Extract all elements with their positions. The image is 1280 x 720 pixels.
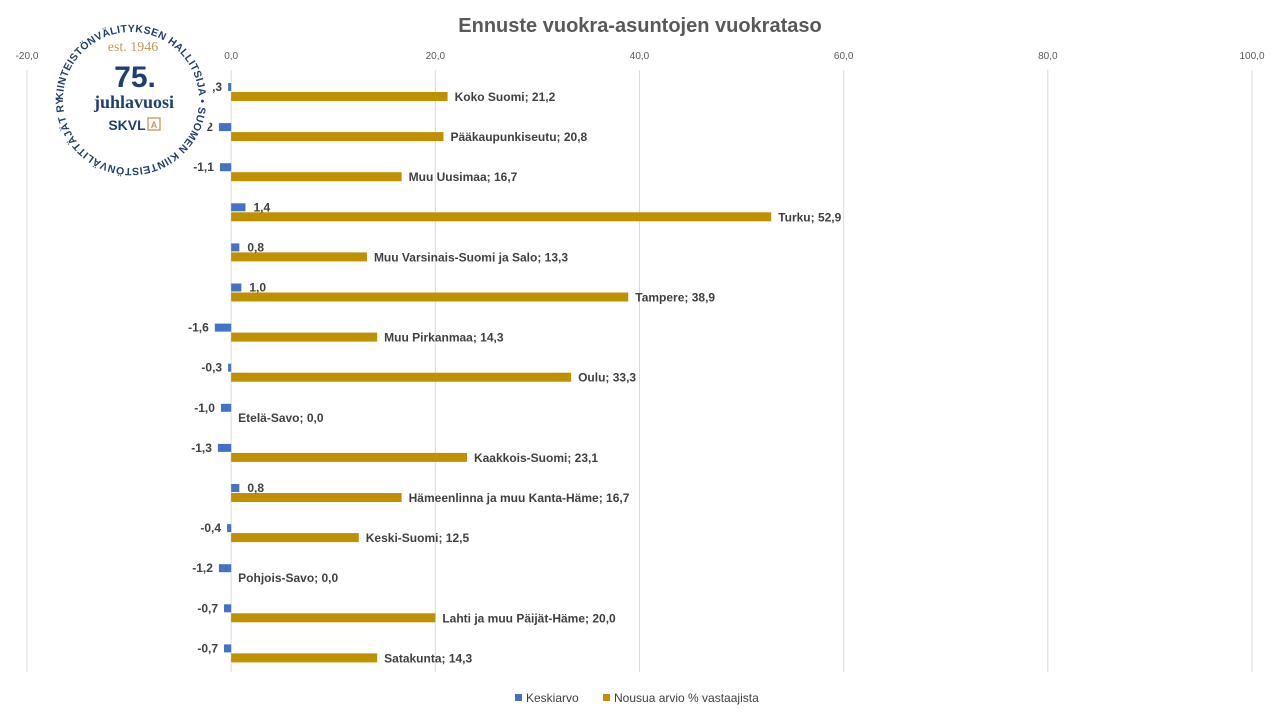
bar-keskiarvo — [228, 83, 232, 91]
data-label-keskiarvo: -0,3 — [201, 361, 222, 375]
data-label-keskiarvo: 0,8 — [247, 481, 264, 495]
bar-nousua — [231, 332, 378, 342]
data-label-keskiarvo: -1,0 — [194, 401, 215, 415]
data-label-nousua: Tampere; 38,9 — [635, 291, 715, 305]
bar-keskiarvo — [228, 363, 232, 372]
logo-brand-mark: A — [151, 120, 158, 130]
x-tick-label: 20,0 — [426, 51, 446, 62]
x-axis-ticks: -20,0 0,0 20,0 40,0 60,0 80,0 100,0 — [16, 51, 1265, 62]
data-label-nousua: Pohjois-Savo; 0,0 — [238, 571, 338, 585]
data-label-nousua: Oulu; 33,3 — [578, 371, 636, 385]
chart-title: Ennuste vuokra-asuntojen vuokrataso — [458, 15, 821, 37]
data-label-nousua: Turku; 52,9 — [778, 210, 841, 224]
bar-keskiarvo — [231, 203, 246, 212]
data-label-nousua: Koko Suomi; 21,2 — [455, 90, 556, 104]
bar-keskiarvo — [231, 243, 240, 252]
data-label-keskiarvo: 0,8 — [247, 240, 264, 254]
x-tick-label: 40,0 — [630, 51, 650, 62]
data-label-nousua: Muu Uusimaa; 16,7 — [409, 170, 518, 184]
bar-keskiarvo — [224, 644, 232, 653]
data-label-nousua: Lahti ja muu Päijät-Häme; 20,0 — [442, 611, 616, 625]
legend-swatch-nousua — [603, 694, 610, 701]
bar-nousua — [231, 292, 629, 302]
x-tick-label: 80,0 — [1038, 51, 1058, 62]
bar-keskiarvo — [231, 484, 240, 492]
data-label-nousua: Satakunta; 14,3 — [384, 651, 472, 665]
bar-nousua — [231, 92, 448, 101]
bar-keskiarvo — [220, 403, 232, 412]
bar-keskiarvo — [227, 524, 232, 533]
logo-number: 75. — [114, 61, 156, 94]
bar-keskiarvo — [218, 123, 232, 132]
legend-label-nousua: Nousua arvio % vastaajista — [614, 691, 759, 705]
x-tick-label: 60,0 — [834, 51, 854, 62]
data-label-nousua: Hämeenlinna ja muu Kanta-Häme; 16,7 — [409, 491, 630, 505]
bar-nousua — [231, 653, 378, 663]
bar-nousua — [231, 172, 402, 182]
data-label-keskiarvo: -0,7 — [197, 601, 218, 615]
bars — [214, 83, 772, 663]
x-tick-label: -20,0 — [16, 51, 39, 62]
data-label-nousua: Kaakkois-Suomi; 23,1 — [474, 451, 598, 465]
data-label-nousua: Keski-Suomi; 12,5 — [366, 531, 470, 545]
data-label-keskiarvo: 1,4 — [253, 200, 270, 214]
bar-nousua — [231, 132, 444, 142]
logo-est: est. 1946 — [108, 40, 159, 55]
data-label-keskiarvo: -1,1 — [193, 160, 214, 174]
bar-nousua — [231, 212, 772, 222]
data-label-nousua: Pääkaupunkiseutu; 20,8 — [451, 130, 588, 144]
bar-keskiarvo — [218, 564, 232, 573]
bar-keskiarvo — [231, 283, 242, 292]
bar-nousua — [231, 613, 436, 623]
bar-keskiarvo — [219, 163, 232, 172]
legend-swatch-keskiarvo — [515, 694, 522, 701]
data-label-keskiarvo: -1,2 — [192, 561, 213, 575]
bar-keskiarvo — [214, 323, 232, 332]
data-label-keskiarvo: -1,6 — [188, 321, 209, 335]
x-tick-label: 100,0 — [1239, 51, 1264, 62]
bar-nousua — [231, 493, 402, 502]
logo-brand: SKVL — [108, 117, 146, 133]
logo-brand-mark-box — [147, 117, 161, 131]
legend-label-keskiarvo: Keskiarvo — [526, 691, 579, 705]
data-label-keskiarvo: -0,7 — [197, 641, 218, 655]
bar-nousua — [231, 533, 359, 543]
data-label-keskiarvo: 1,0 — [249, 281, 266, 295]
bar-nousua — [231, 452, 467, 462]
logo-word: juhlavuosi — [93, 92, 174, 112]
bar-keskiarvo — [224, 604, 232, 613]
data-label-nousua: Muu Varsinais-Suomi ja Salo; 13,3 — [374, 250, 568, 264]
bar-nousua — [231, 372, 572, 382]
x-tick-label: 0,0 — [224, 51, 238, 62]
data-label-nousua: Muu Pirkanmaa; 14,3 — [384, 331, 504, 345]
data-label-nousua: Etelä-Savo; 0,0 — [238, 411, 324, 425]
skvl-75-logo: KIINTEISTÖNVÄLITYKSEN HALLITSIJA • SUOME… — [0, 0, 213, 182]
legend: Keskiarvo Nousua arvio % vastaajista — [515, 691, 759, 705]
data-label-keskiarvo: -1,3 — [191, 441, 212, 455]
data-label-keskiarvo: ,3 — [212, 80, 222, 94]
bar-keskiarvo — [217, 443, 232, 452]
data-label-keskiarvo: -0,4 — [200, 521, 221, 535]
bar-nousua — [231, 252, 367, 262]
